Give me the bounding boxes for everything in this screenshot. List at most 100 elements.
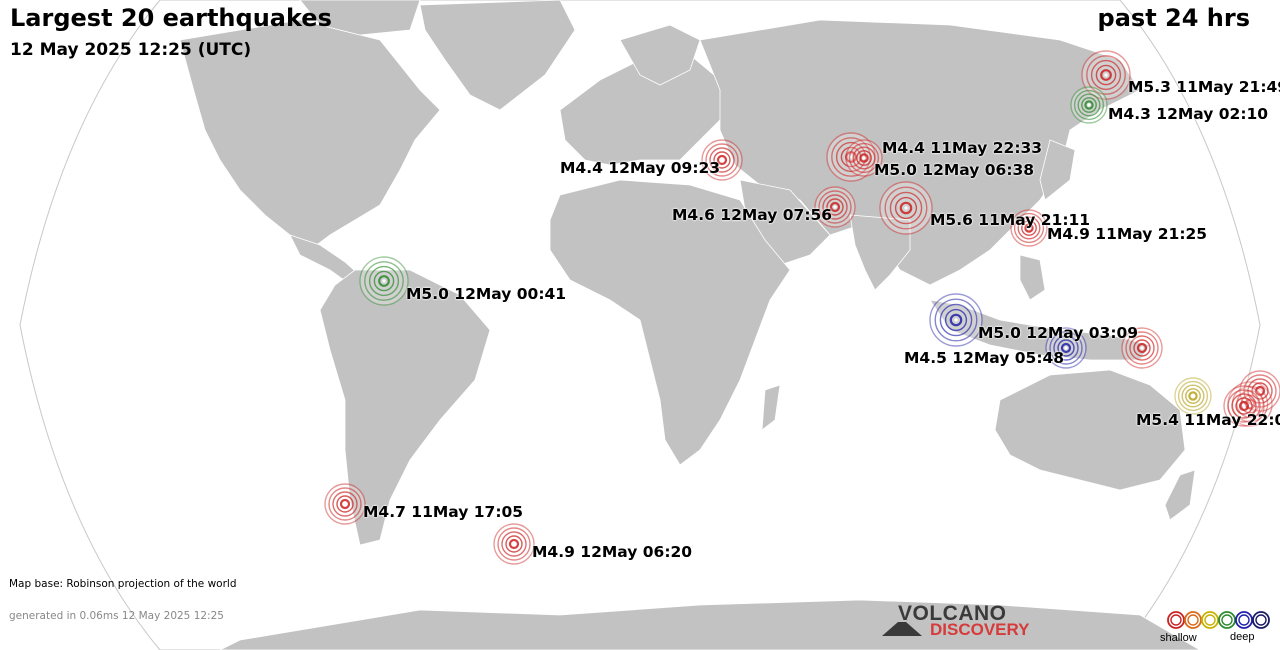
map-datetime: 12 May 2025 12:25 (UTC) [10, 40, 252, 60]
quake-ring [949, 313, 963, 327]
quake-label[interactable]: M5.0 12May 00:41 [406, 285, 567, 303]
quake-ring [1136, 342, 1148, 354]
legend-shallow-label: shallow [1160, 632, 1197, 644]
quake-label[interactable]: M4.3 12May 02:10 [1108, 105, 1269, 123]
quake-ring [1185, 388, 1201, 404]
logo-text-bottom: DISCOVERY [930, 620, 1030, 639]
quake-epicenter-dot[interactable] [1140, 346, 1144, 350]
quake-ring [508, 538, 520, 550]
quake-epicenter-dot[interactable] [1104, 73, 1108, 77]
quake-epicenter-dot[interactable] [1258, 389, 1262, 393]
logo-text-top: VOLCANO [898, 602, 1007, 625]
quake-ring [1095, 64, 1117, 86]
quake-epicenter-dot[interactable] [512, 542, 516, 546]
quake-ring [1133, 339, 1151, 357]
legend-depth-ring [1255, 614, 1267, 626]
quake-ring [1100, 69, 1112, 81]
quake-ring [1081, 97, 1097, 113]
land-antarctica [219, 599, 1201, 650]
quake-ring [899, 201, 913, 215]
legend-depth-ring [1218, 611, 1236, 629]
land-south-america [319, 269, 491, 546]
quake-ring [1086, 55, 1126, 95]
quake-label[interactable]: M4.6 12May 07:56 [672, 206, 833, 224]
quake-ring [1060, 342, 1072, 354]
quake-ring [1177, 380, 1209, 412]
depth-legend: shallow deep [1158, 608, 1268, 648]
quake-ring [501, 531, 527, 557]
legend-depth-ring [1252, 611, 1270, 629]
legend-depth-ring [1170, 614, 1182, 626]
quake-label[interactable]: M4.9 12May 06:20 [532, 543, 693, 561]
volcano-discovery-logo[interactable]: VOLCANO DISCOVERY [882, 602, 1032, 642]
quake-label[interactable]: M5.6 11May 21:11 [930, 211, 1091, 229]
quake-ring [856, 150, 872, 166]
quake-ring [944, 308, 968, 332]
quake-ring [1231, 393, 1257, 419]
quake-ring [328, 487, 362, 521]
quake-ring [497, 527, 531, 561]
quake-ring [368, 265, 400, 297]
quake-ring [852, 146, 876, 170]
land-japan [1039, 139, 1076, 201]
quake-ring [1053, 335, 1079, 361]
quake-ring [822, 194, 848, 220]
quake-ring [705, 143, 739, 177]
quake-markers [324, 50, 1280, 565]
quake-epicenter-dot[interactable] [862, 156, 866, 160]
legend-depth-ring [1235, 611, 1253, 629]
quake-label[interactable]: M4.9 11May 21:25 [1047, 225, 1208, 243]
legend-depth-ring [1201, 611, 1219, 629]
quake-ring [364, 261, 404, 301]
legend-depth-ring [1187, 614, 1199, 626]
map-base-note: Map base: Robinson projection of the wor… [9, 578, 237, 590]
quake-ring [332, 491, 358, 517]
quake-epicenter-dot[interactable] [1191, 394, 1195, 398]
quake-ring [1021, 220, 1037, 236]
quake-ring [1024, 223, 1034, 233]
quake-epicenter-dot[interactable] [904, 206, 908, 210]
quake-label[interactable]: M4.7 11May 17:05 [363, 503, 524, 521]
quake-epicenter-dot[interactable] [1027, 226, 1031, 230]
legend-depth-ring [1167, 611, 1185, 629]
quake-ring [1017, 216, 1041, 240]
quake-epicenter-dot[interactable] [343, 502, 347, 506]
quake-ring [1238, 400, 1250, 412]
quake-label[interactable]: M5.4 11May 22:0 [1136, 411, 1280, 429]
land-greenland [419, 0, 576, 111]
quake-ring [859, 153, 869, 163]
legend-depth-ring [1184, 611, 1202, 629]
quake-label[interactable]: M5.3 11May 21:49 [1128, 78, 1280, 96]
quake-ring [1077, 93, 1101, 117]
land-north-america [179, 19, 441, 251]
quake-epicenter-dot[interactable] [1087, 103, 1091, 107]
land-canada-islands [299, 0, 421, 36]
quake-epicenter-dot[interactable] [720, 158, 724, 162]
quake-ring [894, 196, 918, 220]
quake-ring [831, 137, 871, 177]
quake-ring [373, 270, 395, 292]
quake-epicenter-dot[interactable] [954, 318, 958, 322]
quake-ring [1049, 331, 1083, 365]
quake-label[interactable]: M4.4 12May 09:23 [560, 159, 721, 177]
quake-epicenter-dot[interactable] [833, 205, 837, 209]
quake-ring [1235, 397, 1253, 415]
quake-label[interactable]: M5.0 12May 06:38 [874, 161, 1035, 179]
quake-ring [934, 298, 978, 342]
map-period: past 24 hrs [1097, 4, 1250, 32]
quake-ring [709, 147, 735, 173]
quake-epicenter-dot[interactable] [1064, 346, 1068, 350]
quake-ring [339, 498, 351, 510]
quake-label[interactable]: M5.0 12May 03:09 [978, 324, 1139, 342]
quake-label[interactable]: M4.5 12May 05:48 [904, 349, 1065, 367]
quake-ring [1057, 339, 1075, 357]
quake-ring [336, 495, 354, 513]
quake-label[interactable]: M4.4 11May 22:33 [882, 139, 1043, 157]
quake-epicenter-dot[interactable] [382, 279, 386, 283]
quake-epicenter-dot[interactable] [1242, 404, 1246, 408]
legend-depth-ring [1204, 614, 1216, 626]
land-africa [549, 179, 791, 466]
quake-ring [1084, 100, 1094, 110]
quake-ring [939, 303, 973, 337]
